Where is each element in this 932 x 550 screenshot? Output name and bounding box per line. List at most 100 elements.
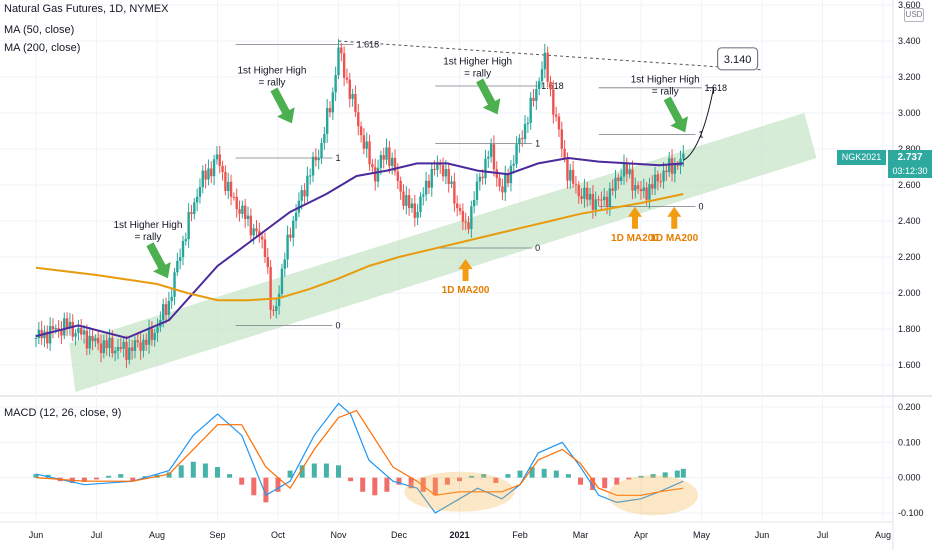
candle-body — [577, 184, 580, 197]
candle-body — [625, 163, 629, 175]
fib-label: 0 — [698, 202, 703, 212]
ma50-legend[interactable]: MA (50, close) — [4, 24, 75, 36]
candle-body — [461, 210, 465, 222]
candle-body — [659, 181, 662, 183]
candle-body — [57, 328, 60, 330]
macd-histogram-bar — [674, 470, 680, 478]
candle-body — [653, 174, 657, 189]
candle-body — [170, 296, 173, 301]
macd-histogram-bar — [275, 477, 281, 492]
price-tick-label: 1.600 — [898, 360, 921, 370]
candle-body — [289, 234, 292, 238]
candle-body — [94, 338, 97, 342]
macd-histogram-bar — [33, 474, 39, 478]
macd-histogram-bar — [263, 477, 269, 503]
candle-body — [407, 195, 411, 209]
candle-body — [436, 163, 439, 170]
candle-body — [453, 181, 456, 204]
macd-histogram-bar — [336, 465, 341, 478]
macd-histogram-bar — [469, 475, 475, 478]
candle-body — [193, 202, 196, 214]
candle-body — [252, 228, 255, 236]
candle-body — [309, 175, 312, 177]
candle-body — [130, 347, 134, 351]
macd-tick-label: 0.100 — [898, 437, 921, 447]
time-tick-label: May — [693, 530, 711, 540]
candle-body — [37, 329, 41, 338]
candle-body — [478, 176, 482, 182]
currency-label[interactable]: USD — [904, 8, 924, 22]
time-axis: Jun Jul Aug Sep Oct Nov Dec 2021 Feb Mar Apr May Jun… — [29, 530, 891, 540]
time-tick-label: Mar — [573, 530, 589, 540]
fib-label: 1.618 — [357, 40, 380, 50]
candle-body — [283, 259, 286, 269]
time-tick-label: Jul — [817, 530, 829, 540]
ma200-line — [35, 193, 684, 302]
time-tick-label: Jun — [29, 530, 44, 540]
candle-body — [164, 304, 168, 315]
candle-body — [594, 199, 597, 210]
candle-body — [622, 163, 626, 177]
candle-body — [362, 135, 366, 149]
time-tick-label: 2021 — [449, 530, 469, 540]
macd-legend[interactable]: MACD (12, 26, close, 9) — [4, 407, 122, 419]
macd-histogram-bar — [444, 477, 450, 485]
candle-body — [416, 211, 419, 218]
candle-body — [393, 157, 397, 172]
candle-body — [96, 338, 100, 344]
macd-histogram-bar — [202, 463, 208, 478]
candle-body — [357, 112, 360, 127]
candle-body — [345, 77, 349, 80]
candle-body — [679, 158, 682, 166]
macd-histogram-bar — [650, 474, 656, 478]
candle-body — [427, 180, 431, 188]
orange-arrow-icon — [667, 206, 682, 229]
candle-body — [402, 191, 405, 206]
candle-body — [227, 181, 230, 192]
price-tick-label: 3.400 — [898, 36, 921, 46]
ma50-line — [35, 156, 684, 340]
candle-body — [212, 159, 216, 177]
candle-body — [195, 196, 199, 203]
candle-body — [371, 164, 374, 168]
macd-histogram-bar — [578, 477, 583, 485]
ma200-touch-label: 1D MA200 — [611, 233, 659, 244]
candle-body — [215, 154, 219, 160]
candle-body — [642, 187, 645, 192]
candle-body — [153, 332, 156, 340]
candle-body — [532, 97, 535, 101]
candle-body — [597, 199, 600, 201]
time-tick-label: Sep — [209, 530, 225, 540]
ma200-legend[interactable]: MA (200, close) — [4, 42, 81, 54]
candle-body — [422, 194, 425, 197]
candle-body — [472, 199, 476, 207]
chart-title: Natural Gas Futures, 1D, NYMEX — [4, 3, 169, 15]
green-arrow-icon — [146, 242, 171, 279]
candle-body — [571, 169, 575, 184]
candle-body — [306, 175, 309, 197]
macd-histogram-bar — [602, 477, 608, 489]
candle-body — [122, 341, 125, 349]
candle-body — [337, 47, 340, 76]
candle-body — [636, 185, 640, 189]
candle-body — [77, 327, 80, 334]
candle-body — [88, 335, 91, 349]
candle-body — [204, 170, 207, 180]
candle-body — [116, 347, 120, 351]
symbol-label: NGK2021 — [837, 150, 886, 165]
candle-body — [591, 193, 595, 210]
time-tick-label: Apr — [634, 530, 648, 540]
candle-body — [249, 215, 253, 236]
candle-body — [51, 326, 55, 330]
candle-body — [190, 212, 193, 214]
macd-panel — [33, 402, 699, 516]
price-tick-label: 3.000 — [898, 108, 921, 118]
price-tick-label: 2.600 — [898, 180, 921, 190]
candle-body — [447, 169, 450, 184]
candle-body — [108, 337, 111, 349]
candle-body — [433, 169, 436, 171]
higher-high-label: = rally — [652, 86, 679, 97]
candle-body — [325, 108, 329, 134]
candle-body — [385, 147, 388, 160]
